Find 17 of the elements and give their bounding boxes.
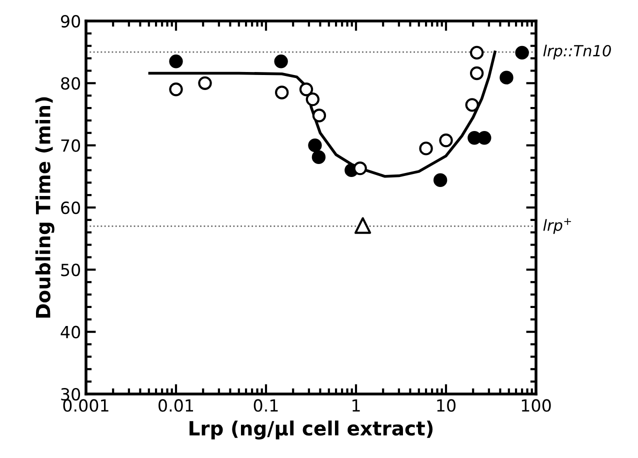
y-tick-label: 30 [61,388,80,401]
y-tick-label: 60 [61,201,80,214]
y-tick-label: 90 [60,14,80,28]
y-tick-label: 80 [61,77,80,90]
x-tick-label: 0.01 [158,399,194,412]
x-tick-label: 0.1 [254,399,278,412]
ref-line-label: lrp$^{+}$ [543,218,571,234]
x-tick-label: 1 [352,399,360,412]
x-axis-title: Lrp (ng/µl cell extract) [190,420,433,440]
ref-line-label: lrp::Tn10 [543,44,611,60]
x-tick-label: 0.001 [63,399,108,412]
y-axis-title: Doubling Time (min) [35,97,54,318]
y-tick-label: 40 [60,326,80,338]
x-tick-label: 10 [437,399,456,412]
y-tick-label: 70 [61,139,80,152]
y-tick-label: 50 [61,264,80,276]
x-tick-label: 100 [522,399,551,412]
